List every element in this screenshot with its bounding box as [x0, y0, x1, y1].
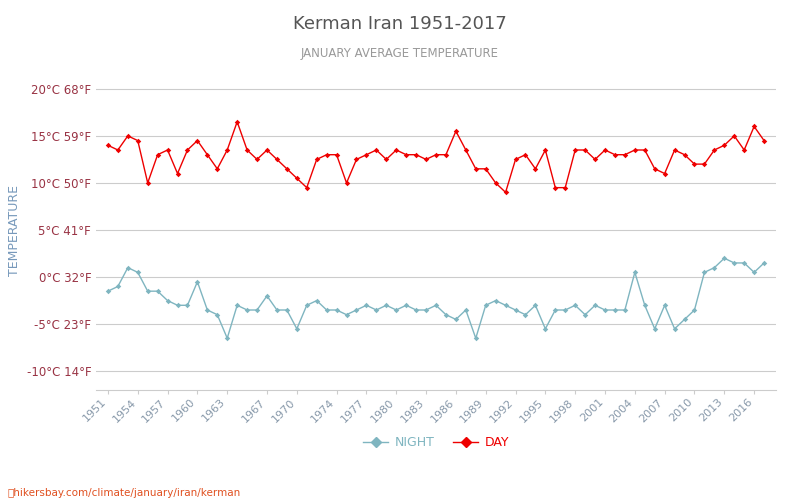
Text: Kerman Iran 1951-2017: Kerman Iran 1951-2017	[293, 15, 507, 33]
Text: 📍hikersbay.com/climate/january/iran/kerman: 📍hikersbay.com/climate/january/iran/kerm…	[8, 488, 242, 498]
Y-axis label: TEMPERATURE: TEMPERATURE	[8, 184, 21, 276]
Legend: NIGHT, DAY: NIGHT, DAY	[358, 431, 514, 454]
Text: JANUARY AVERAGE TEMPERATURE: JANUARY AVERAGE TEMPERATURE	[301, 48, 499, 60]
